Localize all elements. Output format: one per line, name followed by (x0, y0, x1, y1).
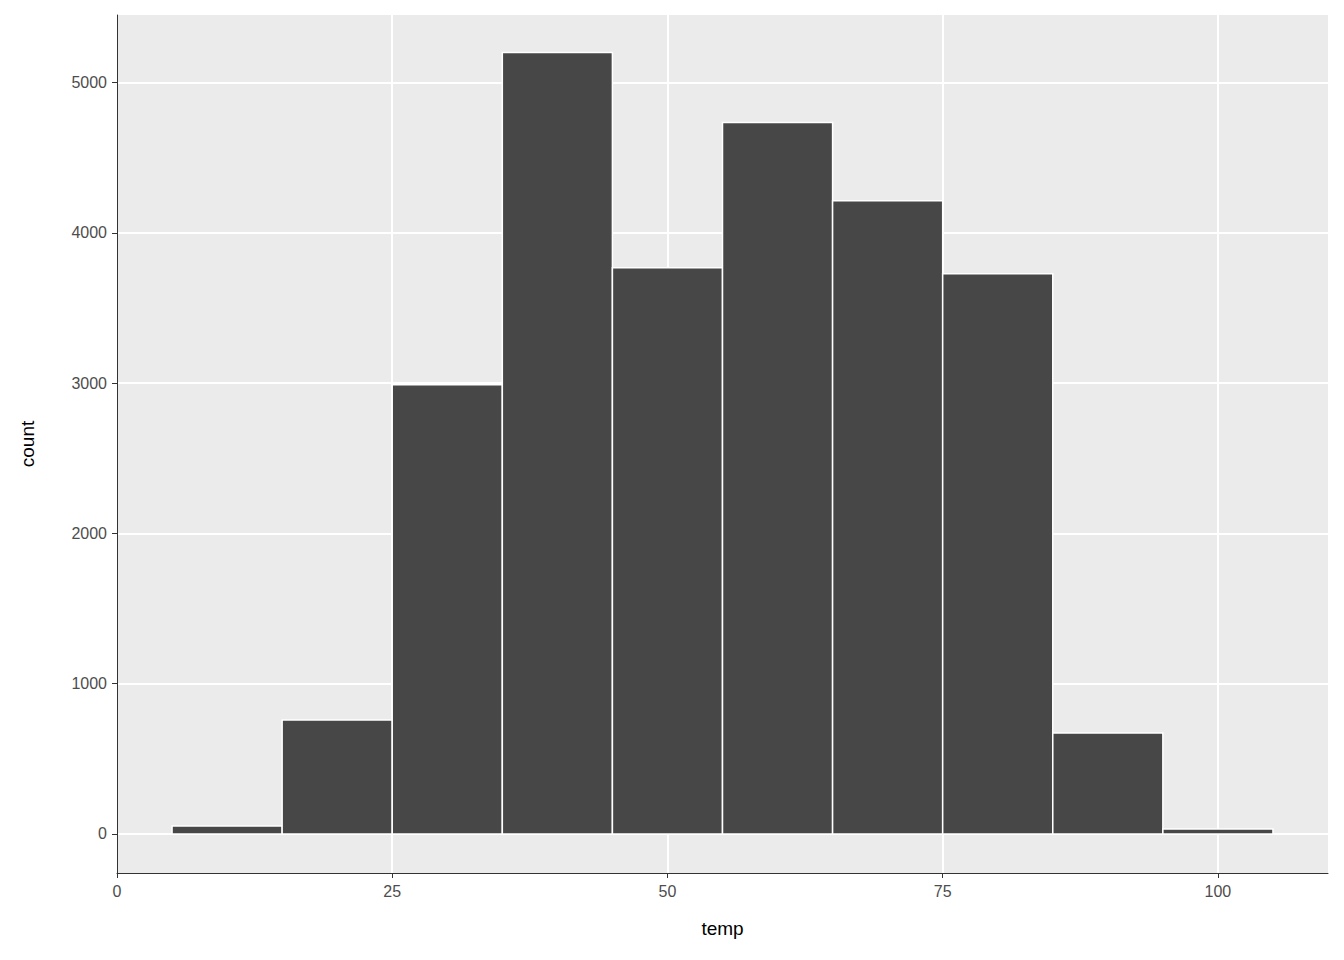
svg-text:4000: 4000 (71, 224, 107, 241)
svg-text:temp: temp (701, 918, 743, 939)
svg-text:0: 0 (113, 883, 122, 900)
svg-text:0: 0 (98, 825, 107, 842)
svg-text:50: 50 (659, 883, 677, 900)
svg-text:count: count (17, 420, 38, 467)
svg-text:1000: 1000 (71, 675, 107, 692)
svg-text:75: 75 (934, 883, 952, 900)
svg-text:3000: 3000 (71, 375, 107, 392)
svg-text:25: 25 (383, 883, 401, 900)
svg-text:5000: 5000 (71, 74, 107, 91)
svg-text:100: 100 (1205, 883, 1232, 900)
svg-text:2000: 2000 (71, 525, 107, 542)
